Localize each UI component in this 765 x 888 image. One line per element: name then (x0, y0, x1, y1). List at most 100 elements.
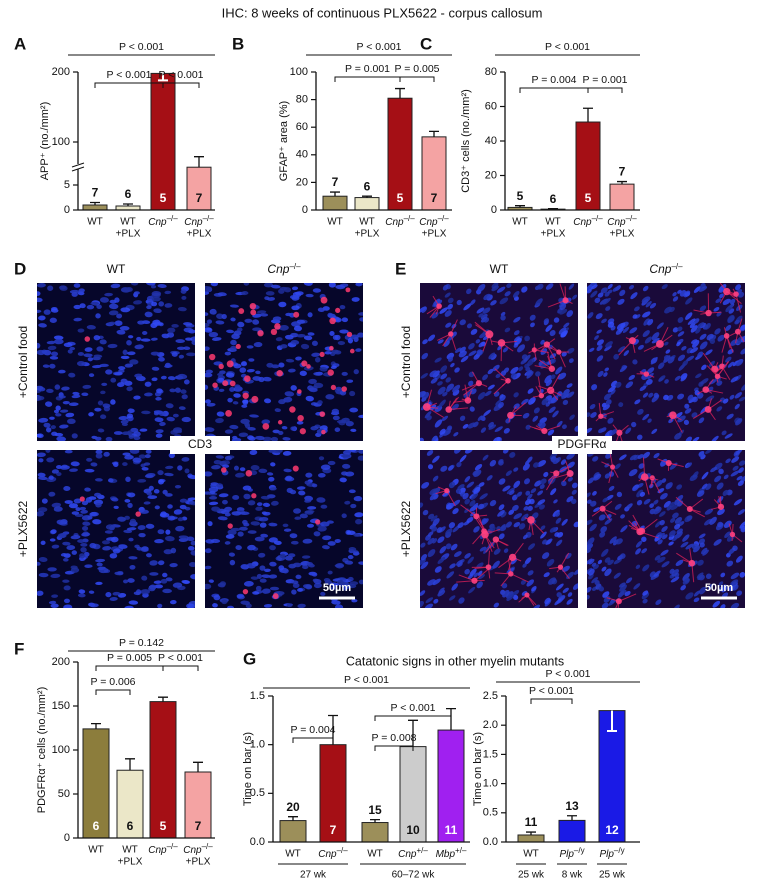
nucleus (672, 292, 677, 297)
nucleus (630, 292, 638, 300)
nucleus (236, 593, 244, 599)
nucleus (597, 292, 604, 298)
labeled-cell (135, 511, 141, 517)
labeled-cell (262, 423, 270, 430)
labeled-cell (270, 328, 278, 336)
n-label: 11 (445, 823, 458, 837)
nucleus (723, 398, 729, 404)
significance-bracket (162, 82, 200, 88)
nucleus (663, 500, 671, 508)
nucleus (123, 529, 133, 534)
nucleus (589, 404, 596, 410)
nucleus (82, 384, 92, 389)
nucleus (590, 412, 597, 418)
nucleus (103, 451, 110, 457)
nucleus (132, 457, 142, 463)
nucleus (600, 287, 608, 294)
nucleus (95, 503, 102, 508)
nucleus (313, 382, 324, 389)
n-label: 6 (364, 179, 371, 193)
nucleus (427, 579, 436, 586)
nucleus (148, 586, 156, 592)
nucleus (588, 347, 595, 353)
error-bar (330, 191, 340, 197)
nucleus (341, 471, 348, 476)
nucleus (296, 421, 304, 425)
nucleus (247, 530, 257, 534)
error-bar (125, 758, 135, 771)
nucleus (120, 419, 129, 424)
nucleus (346, 583, 357, 589)
nucleus (229, 387, 236, 392)
nucleus (527, 570, 534, 576)
labeled-cell (272, 593, 279, 599)
significance-bracket (399, 76, 435, 82)
nucleus (531, 586, 537, 592)
nucleus (166, 332, 175, 338)
y-axis-label: APP⁺ (no./mm²) (39, 102, 51, 181)
nucleus (434, 357, 442, 363)
cell-process (651, 477, 661, 494)
labeled-cell (330, 384, 337, 391)
nucleus (146, 553, 152, 558)
labeled-cell (714, 373, 721, 380)
nucleus (207, 521, 213, 527)
nucleus (654, 555, 661, 561)
nucleus (619, 553, 626, 560)
nucleus (434, 566, 442, 573)
nucleus (503, 428, 510, 434)
nucleus (319, 366, 328, 372)
nucleus (454, 367, 460, 373)
nucleus (151, 296, 161, 302)
y-tick-label: 40 (296, 149, 308, 161)
nucleus (701, 471, 709, 480)
nucleus (605, 306, 611, 311)
nucleus (153, 308, 162, 314)
nucleus (477, 503, 485, 510)
error-bar (370, 818, 380, 823)
nucleus (530, 488, 537, 494)
nucleus (286, 603, 293, 608)
nucleus (84, 347, 93, 352)
y-tick-label: 20 (485, 169, 497, 181)
nucleus (116, 313, 123, 319)
nucleus (498, 533, 505, 540)
nucleus (130, 283, 139, 286)
nucleus (464, 553, 471, 559)
nucleus (77, 328, 85, 333)
nucleus (262, 376, 272, 382)
nucleus (655, 480, 663, 488)
nucleus (145, 523, 155, 529)
nucleus (43, 422, 51, 428)
nucleus (634, 306, 640, 312)
nucleus (718, 287, 725, 293)
nucleus (615, 538, 623, 545)
nucleus (499, 297, 509, 305)
nucleus (297, 603, 306, 608)
nucleus (287, 368, 296, 373)
nucleus (510, 372, 517, 379)
nucleus (320, 521, 330, 527)
nucleus (456, 299, 462, 306)
labeled-cell (249, 302, 257, 310)
p-value: P < 0.001 (106, 69, 151, 81)
nucleus (510, 366, 519, 374)
nucleus (455, 488, 461, 494)
nucleus (258, 468, 268, 474)
nucleus (529, 314, 536, 321)
nucleus (587, 586, 592, 593)
nucleus (270, 500, 279, 506)
nucleus (664, 379, 669, 384)
nucleus (724, 433, 733, 439)
nucleus (685, 592, 694, 600)
nucleus (498, 504, 505, 511)
nucleus (620, 514, 625, 519)
nucleus (63, 585, 71, 591)
nucleus (491, 285, 499, 292)
y-tick-label: 100 (52, 136, 70, 148)
group-label: 27 wk (300, 870, 327, 881)
nucleus (636, 489, 644, 498)
nucleus (682, 534, 690, 542)
nucleus (343, 450, 352, 455)
nucleus (513, 521, 521, 528)
